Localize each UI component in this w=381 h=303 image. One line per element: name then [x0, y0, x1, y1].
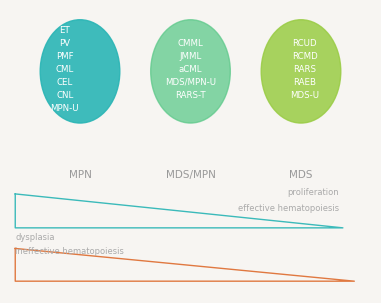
Text: ineffective hematopoiesis: ineffective hematopoiesis — [15, 247, 124, 256]
Text: dysplasia: dysplasia — [15, 233, 55, 242]
Text: ET
PV
PMF
CML
CEL
CNL
MPN-U: ET PV PMF CML CEL CNL MPN-U — [50, 26, 79, 112]
Text: proliferation: proliferation — [288, 188, 339, 197]
Text: MDS: MDS — [289, 170, 313, 180]
Ellipse shape — [150, 20, 230, 123]
Text: MDS/MPN: MDS/MPN — [166, 170, 215, 180]
Ellipse shape — [40, 20, 120, 123]
Text: RCUD
RCMD
RARS
RAEB
MDS-U: RCUD RCMD RARS RAEB MDS-U — [290, 39, 319, 100]
Ellipse shape — [261, 20, 341, 123]
Text: MPN: MPN — [69, 170, 91, 180]
Text: CMML
JMML
aCML
MDS/MPN-U
RARS-T: CMML JMML aCML MDS/MPN-U RARS-T — [165, 39, 216, 100]
Text: effective hematopoiesis: effective hematopoiesis — [238, 204, 339, 213]
